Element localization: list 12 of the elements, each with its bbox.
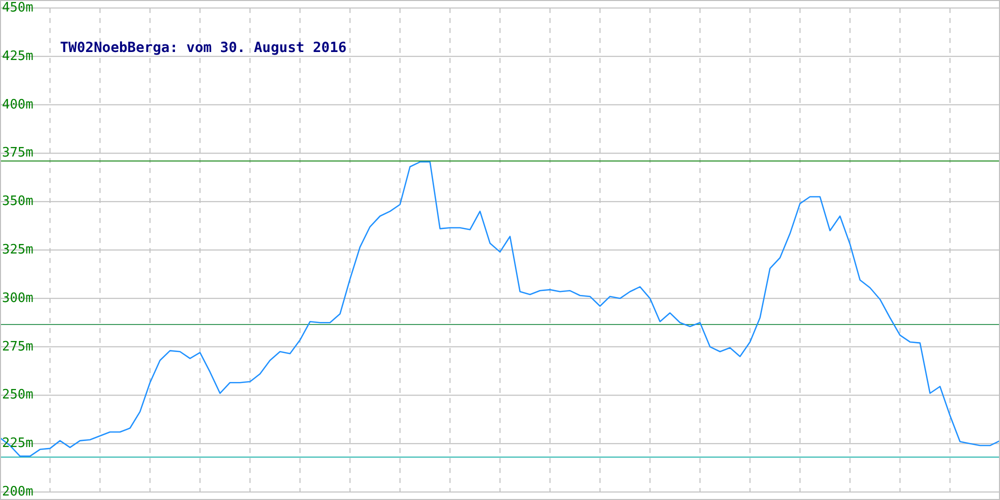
y-tick-label: 200m [2,484,34,500]
y-tick-label: 400m [2,97,34,112]
y-tick-label: 325m [2,242,34,258]
y-tick-label: 450m [2,0,34,16]
y-tick-label: 300m [2,290,34,306]
text: TW02NoebBerga: vom 30. August 2016 [60,40,347,56]
y-tick-label: 275m [2,339,34,354]
y-tick-label: 375m [2,146,34,161]
y-tick-label: 250m [2,388,34,403]
y-tick-label: 350m [2,194,34,210]
line-series [0,161,1000,457]
y-tick-label: 425m [2,48,34,64]
